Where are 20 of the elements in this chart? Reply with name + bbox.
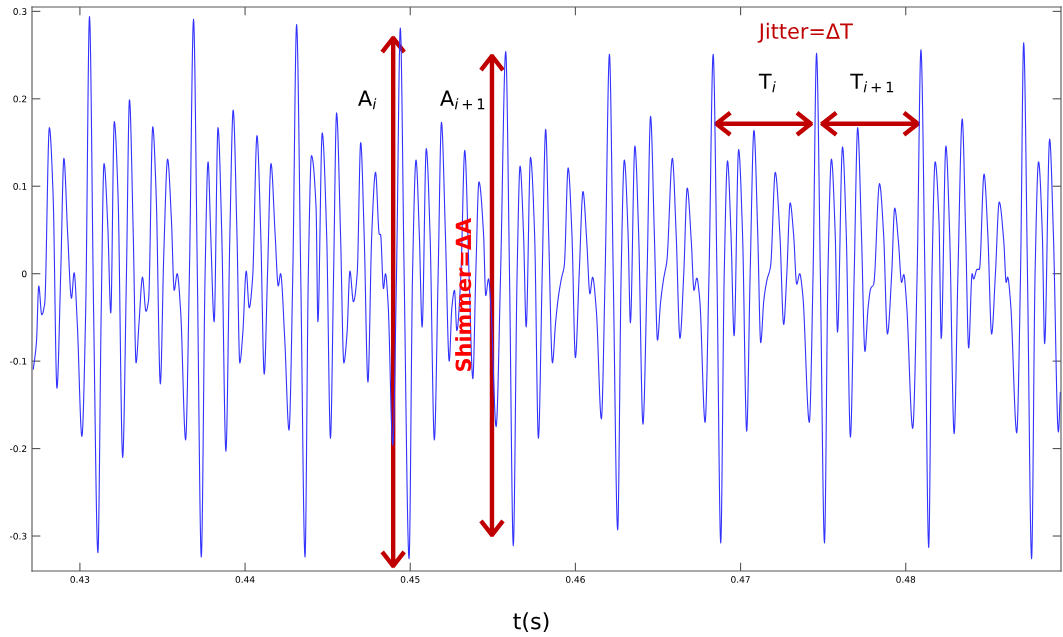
x-tick-label: 0.47 bbox=[731, 576, 750, 583]
x-tick-label: 0.48 bbox=[896, 576, 916, 583]
y-tick-label: -0.1 bbox=[9, 357, 27, 365]
annotation: T$_{i}$ bbox=[758, 73, 776, 93]
annotation: Shimmer=ΔA bbox=[455, 218, 472, 371]
annotation: Jitter=ΔT bbox=[757, 22, 853, 43]
y-tick-label: 0.3 bbox=[13, 8, 27, 15]
y-tick-label: 0.1 bbox=[13, 182, 27, 190]
y-tick-label: 0 bbox=[21, 270, 27, 278]
x-tick-label: 0.45 bbox=[400, 576, 420, 583]
y-tick-label: -0.3 bbox=[9, 532, 27, 540]
x-tick-label: 0.44 bbox=[235, 576, 255, 583]
x-tick-label: 0.43 bbox=[70, 576, 90, 583]
x-tick-label: 0.46 bbox=[565, 576, 585, 583]
x-axis-title: t(s) bbox=[513, 612, 549, 633]
y-tick-label: -0.2 bbox=[9, 445, 27, 453]
annotation: T$_{i+1}$ bbox=[850, 73, 894, 93]
annotation: A$_{i+1}$ bbox=[440, 90, 485, 110]
annotation: A$_{i}$ bbox=[358, 90, 377, 110]
y-tick-label: 0.2 bbox=[13, 95, 27, 103]
